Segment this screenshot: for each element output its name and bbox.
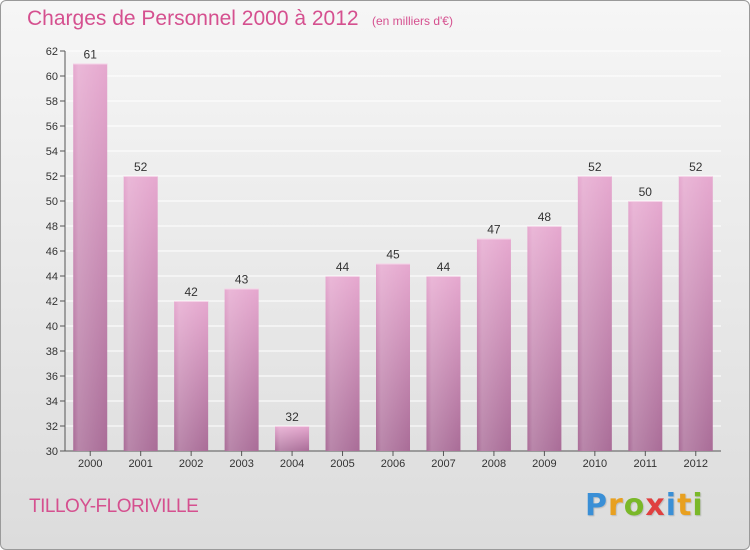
logo-letter: o [623,488,646,523]
data-labels: 61 52 42 43 32 44 45 44 47 48 52 50 52 [84,48,703,425]
data-label: 43 [235,273,249,287]
y-tick-label: 40 [46,321,58,333]
logo-letter: t [677,488,693,523]
x-tick-label: 2000 [78,458,102,470]
bar-highlight [123,176,158,451]
bar-highlight [678,176,713,451]
x-tick-label: 2006 [381,458,405,470]
y-tick-label: 42 [46,296,58,308]
y-tick-label: 34 [46,396,58,408]
logo-letter: r [608,488,624,523]
x-tick-label: 2012 [684,458,708,470]
x-tick-label: 2001 [128,458,152,470]
bar-highlight [224,288,259,451]
x-tick-label: 2005 [330,458,354,470]
y-tick-label: 30 [46,446,58,458]
x-tick-label: 2011 [633,458,657,470]
x-tick-label: 2004 [280,458,304,470]
x-tick-label: 2009 [532,458,556,470]
data-label: 48 [538,210,552,224]
bar-highlight [325,276,360,451]
bar-highlight [628,201,663,451]
proxiti-logo: Proxiti [585,488,704,523]
y-tick-label: 58 [46,96,58,108]
x-tick-label: 2008 [482,458,506,470]
y-tick-label: 56 [46,121,58,133]
data-label: 52 [588,160,602,174]
logo-letter: i [692,488,704,523]
data-label: 44 [336,260,350,274]
chart-title: Charges de Personnel 2000 à 2012 [27,7,359,30]
x-tick-label: 2010 [583,458,607,470]
data-label: 47 [487,223,501,237]
x-tick-label: 2007 [431,458,455,470]
y-tick-label: 44 [46,271,58,283]
y-tick-label: 54 [46,146,58,158]
bar-highlight [527,226,562,451]
bar-highlight [174,301,209,451]
bar-highlight [73,63,108,451]
commune-name: TILLOY-FLORIVILLE [29,496,199,517]
bar-highlight [376,263,410,451]
bar-highlight [426,276,461,451]
logo-letter: P [585,488,608,523]
bar-highlight [275,426,310,451]
x-tick-label: 2003 [229,458,253,470]
y-tick-label: 46 [46,246,58,258]
logo-letter: x [645,488,666,523]
data-label: 61 [84,48,98,62]
chart-subtitle: (en milliers d'€) [372,14,453,28]
y-tick-label: 32 [46,421,58,433]
y-tick-label: 52 [46,171,58,183]
y-tick-label: 62 [46,46,58,58]
data-label: 32 [285,410,299,424]
data-label: 45 [386,248,400,262]
y-tick-label: 50 [46,196,58,208]
y-tick-label: 60 [46,71,58,83]
y-tick-label: 48 [46,221,58,233]
data-label: 52 [134,160,148,174]
y-tick-label: 36 [46,371,58,383]
data-label: 52 [689,160,703,174]
logo-letter: i [665,488,678,523]
data-label: 42 [184,285,198,299]
x-tick-label: 2002 [179,458,203,470]
bar-highlight [476,238,511,451]
bars [73,63,713,451]
bar-highlight [577,176,612,451]
axes: 30 32 34 36 38 40 42 44 46 48 50 52 54 56 58 60 62 2000 20… [46,46,721,470]
data-label: 50 [639,185,653,199]
data-label: 44 [437,260,451,274]
y-tick-label: 38 [46,346,58,358]
